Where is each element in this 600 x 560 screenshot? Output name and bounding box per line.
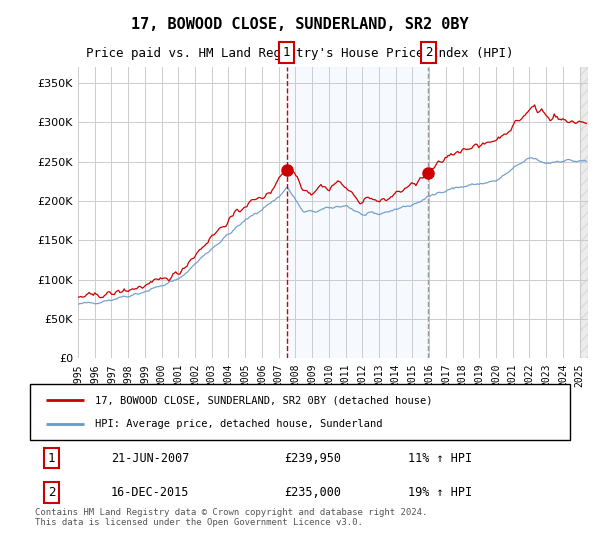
Text: 16-DEC-2015: 16-DEC-2015 xyxy=(111,486,190,500)
Text: 11% ↑ HPI: 11% ↑ HPI xyxy=(408,451,472,465)
FancyBboxPatch shape xyxy=(30,384,570,440)
Text: 17, BOWOOD CLOSE, SUNDERLAND, SR2 0BY: 17, BOWOOD CLOSE, SUNDERLAND, SR2 0BY xyxy=(131,17,469,32)
Text: 17, BOWOOD CLOSE, SUNDERLAND, SR2 0BY (detached house): 17, BOWOOD CLOSE, SUNDERLAND, SR2 0BY (d… xyxy=(95,395,432,405)
Text: HPI: Average price, detached house, Sunderland: HPI: Average price, detached house, Sund… xyxy=(95,419,382,429)
Text: 1: 1 xyxy=(48,451,55,465)
Text: 1: 1 xyxy=(283,46,290,59)
Text: Contains HM Land Registry data © Crown copyright and database right 2024.
This d: Contains HM Land Registry data © Crown c… xyxy=(35,508,428,528)
Text: 19% ↑ HPI: 19% ↑ HPI xyxy=(408,486,472,500)
Text: 2: 2 xyxy=(425,46,432,59)
Bar xyxy=(580,67,588,358)
Text: 2: 2 xyxy=(48,486,55,500)
Text: £235,000: £235,000 xyxy=(284,486,341,500)
Text: Price paid vs. HM Land Registry's House Price Index (HPI): Price paid vs. HM Land Registry's House … xyxy=(86,47,514,60)
Text: 21-JUN-2007: 21-JUN-2007 xyxy=(111,451,190,465)
Text: £239,950: £239,950 xyxy=(284,451,341,465)
Bar xyxy=(287,67,428,358)
